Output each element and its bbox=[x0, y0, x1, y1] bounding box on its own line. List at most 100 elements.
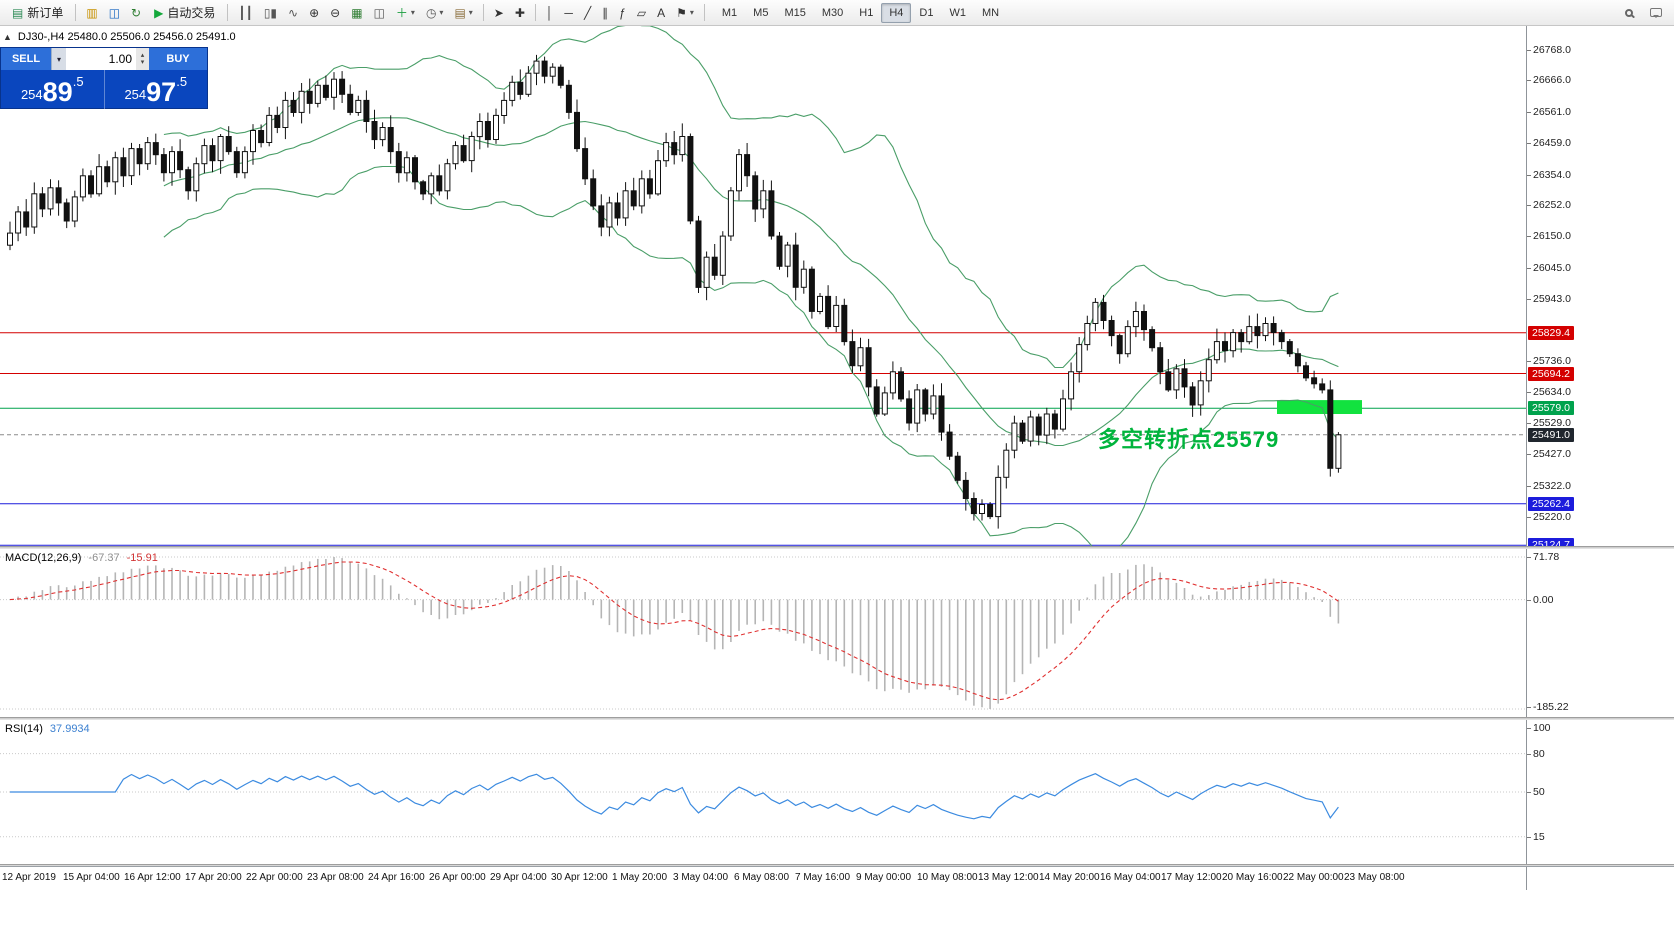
candle bbox=[987, 502, 994, 520]
open-chart-button[interactable]: ▥ bbox=[81, 5, 102, 21]
refresh-data-button[interactable]: ↻ bbox=[126, 5, 146, 21]
chat-button[interactable] bbox=[1643, 4, 1669, 21]
candle bbox=[703, 251, 710, 301]
candle bbox=[914, 384, 921, 433]
macd-name: MACD(12,26,9) bbox=[5, 552, 82, 564]
timeframe-d1-button[interactable]: D1 bbox=[919, 6, 934, 19]
price-axis-label: 25529.0 bbox=[1527, 417, 1571, 430]
price-axis-label: 26045.0 bbox=[1527, 261, 1571, 274]
new-order-button-label: 新订单 bbox=[27, 6, 64, 20]
timeframe-mn-button[interactable]: MN bbox=[981, 6, 1000, 19]
time-axis-label: 22 Apr 00:00 bbox=[246, 872, 303, 883]
price-axis-label: 25322.0 bbox=[1527, 479, 1571, 492]
panel-resize-handle[interactable] bbox=[0, 864, 1674, 866]
price-badge: 25491.0 bbox=[1528, 427, 1574, 442]
vertical-line-button[interactable]: │ bbox=[541, 5, 559, 21]
candle bbox=[339, 71, 346, 103]
price-axis-label: 25736.0 bbox=[1527, 354, 1571, 367]
time-axis[interactable]: 12 Apr 2019 15 Apr 04:00 16 Apr 12:00 17 Ap… bbox=[0, 866, 1674, 890]
macd-panel[interactable]: MACD(12,26,9) -67.37 -15.91 71.78 0.00 -18… bbox=[0, 549, 1674, 717]
time-axis-label: 6 May 08:00 bbox=[734, 872, 790, 883]
panel-resize-handle[interactable] bbox=[0, 717, 1674, 720]
candlestick-chart-type-button[interactable]: ▯▮ bbox=[259, 5, 282, 21]
candle bbox=[630, 177, 637, 211]
candle bbox=[225, 126, 232, 155]
candle bbox=[768, 180, 775, 240]
templates-button[interactable]: ▤ ▾ bbox=[449, 5, 477, 21]
timeframe-m5-button[interactable]: M5 bbox=[753, 6, 769, 19]
rsi-axis-label: 15 bbox=[1527, 830, 1545, 843]
buy-button[interactable]: BUY bbox=[149, 48, 207, 70]
volume-input[interactable] bbox=[66, 48, 136, 70]
price-chart-canvas[interactable] bbox=[0, 26, 1526, 546]
arrange-windows-button[interactable]: ◫ bbox=[369, 5, 390, 21]
fibonacci-button[interactable]: ƒ bbox=[614, 5, 631, 21]
market-watch-button[interactable]: ◫ bbox=[104, 5, 125, 21]
trade-panel-collapse-icon[interactable]: ▲ bbox=[3, 32, 12, 42]
candle bbox=[241, 146, 248, 179]
order-type-dropdown[interactable]: ▾ bbox=[51, 48, 66, 70]
candle bbox=[209, 138, 216, 173]
text-label-button[interactable]: A bbox=[652, 5, 670, 21]
add-indicator-icon: ＋ bbox=[395, 5, 408, 20]
bar-chart-type-button[interactable]: ┃┃ bbox=[233, 5, 257, 21]
new-order-button[interactable]: ▤ 新订单 bbox=[5, 2, 70, 23]
template-chart-icon: ▤ bbox=[454, 5, 466, 20]
price-axis-label: 25634.0 bbox=[1527, 385, 1571, 398]
cursor-button[interactable]: ➤ bbox=[489, 5, 509, 21]
volume-stepper[interactable]: ▴ ▾ bbox=[136, 48, 149, 70]
stepper-up-icon: ▴ bbox=[140, 52, 145, 59]
candle bbox=[387, 115, 394, 164]
timeframe-h4-button[interactable]: H4 bbox=[881, 2, 912, 23]
price-axis-label: 26768.0 bbox=[1527, 43, 1571, 56]
rsi-panel[interactable]: RSI(14) 37.9934 100 80 50 15 bbox=[0, 720, 1674, 864]
candle bbox=[865, 338, 872, 397]
candle bbox=[655, 150, 661, 196]
search-button[interactable] bbox=[1618, 5, 1642, 21]
chat-icon bbox=[1650, 8, 1662, 18]
shapes-icon: ▱ bbox=[636, 5, 647, 20]
channel-button[interactable]: ∥ bbox=[597, 5, 613, 21]
chart-annotation-text[interactable]: 多空转折点25579 bbox=[1098, 427, 1280, 452]
main-chart-panel[interactable]: ▲ DJ30-,H4 25480.0 25506.0 25456.0 25491… bbox=[0, 26, 1674, 553]
indicators-button[interactable]: ＋ ▾ bbox=[391, 5, 420, 21]
macd-axis[interactable]: 71.78 0.00 -185.22 bbox=[1526, 549, 1674, 717]
toolbar-separator bbox=[703, 4, 705, 21]
candle bbox=[841, 298, 848, 346]
timeframe-h1-button[interactable]: H1 bbox=[859, 6, 874, 19]
candle bbox=[1019, 420, 1026, 444]
timeframe-w1-button[interactable]: W1 bbox=[949, 6, 966, 19]
time-axis-label: 15 Apr 04:00 bbox=[63, 872, 120, 883]
horizontal-line-button[interactable]: ─ bbox=[559, 5, 578, 21]
auto-trading-button[interactable]: ▶ 自动交易 bbox=[147, 2, 222, 23]
candle bbox=[1124, 320, 1131, 358]
symbol-ohlc-text: DJ30-,H4 25480.0 25506.0 25456.0 25491.0 bbox=[17, 31, 236, 43]
timeframe-m30-button[interactable]: M30 bbox=[821, 6, 844, 19]
tile-windows-icon: ▦ bbox=[351, 5, 363, 20]
toolbar-separator bbox=[534, 4, 536, 21]
candle bbox=[1327, 380, 1334, 477]
candle bbox=[363, 90, 370, 133]
zoom-out-button[interactable]: ⊖ bbox=[325, 5, 345, 21]
timeframe-m15-button[interactable]: M15 bbox=[784, 6, 806, 19]
shapes-button[interactable]: ▱ bbox=[632, 5, 651, 21]
price-axis-label: 26459.0 bbox=[1527, 136, 1571, 149]
crosshair-button[interactable]: ✚ bbox=[510, 5, 530, 21]
periods-button[interactable]: ◷ ▾ bbox=[421, 5, 449, 21]
rsi-axis[interactable]: 100 80 50 15 bbox=[1526, 720, 1674, 864]
trendline-button[interactable]: ╱ bbox=[579, 5, 596, 21]
candle bbox=[873, 379, 880, 417]
price-axis[interactable]: 26768.0 26666.0 26561.0 26459.0 26354.0 26252… bbox=[1526, 26, 1674, 553]
zoom-in-button[interactable]: ⊕ bbox=[304, 5, 324, 21]
candle bbox=[7, 221, 13, 251]
candle bbox=[1076, 337, 1083, 383]
panel-resize-handle[interactable] bbox=[0, 546, 1674, 549]
tile-windows-button[interactable]: ▦ bbox=[346, 5, 367, 21]
sell-button[interactable]: SELL bbox=[1, 48, 51, 70]
arrows-button[interactable]: ⚑ ▾ bbox=[671, 5, 699, 21]
candle bbox=[258, 124, 265, 148]
line-chart-type-button[interactable]: ∿ bbox=[283, 5, 303, 21]
candle bbox=[55, 180, 62, 216]
candle bbox=[817, 293, 823, 315]
timeframe-m1-button[interactable]: M1 bbox=[721, 6, 738, 19]
